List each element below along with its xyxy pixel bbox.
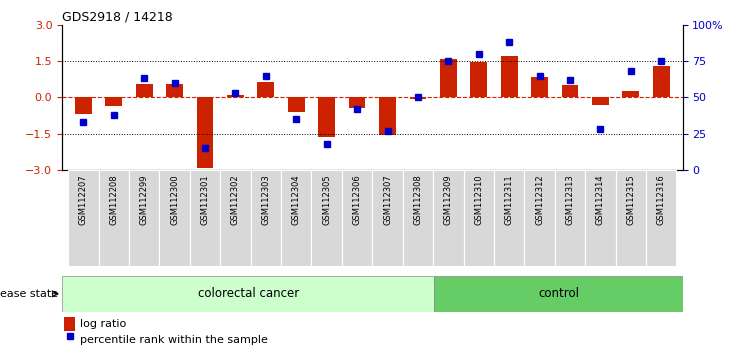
Text: GSM112304: GSM112304	[292, 175, 301, 225]
FancyBboxPatch shape	[281, 170, 312, 266]
Bar	[227, 95, 244, 97]
Bar	[379, 97, 396, 135]
FancyBboxPatch shape	[403, 170, 433, 266]
FancyBboxPatch shape	[220, 170, 250, 266]
Bar	[531, 77, 548, 97]
FancyBboxPatch shape	[646, 170, 677, 266]
Bar	[592, 97, 609, 104]
Bar	[75, 97, 92, 114]
Text: disease state: disease state	[0, 289, 58, 299]
Bar	[166, 84, 183, 97]
FancyBboxPatch shape	[615, 170, 646, 266]
FancyBboxPatch shape	[68, 170, 99, 266]
Bar	[64, 317, 75, 331]
Text: GSM112207: GSM112207	[79, 175, 88, 225]
FancyBboxPatch shape	[372, 170, 403, 266]
Bar	[196, 97, 213, 167]
FancyBboxPatch shape	[129, 170, 159, 266]
FancyBboxPatch shape	[524, 170, 555, 266]
FancyBboxPatch shape	[555, 170, 585, 266]
Text: log ratio: log ratio	[80, 319, 126, 329]
Text: GSM112310: GSM112310	[474, 175, 483, 225]
Text: GSM112302: GSM112302	[231, 175, 240, 225]
Text: GSM112208: GSM112208	[110, 175, 118, 225]
Text: GSM112301: GSM112301	[201, 175, 210, 225]
FancyBboxPatch shape	[159, 170, 190, 266]
FancyBboxPatch shape	[585, 170, 615, 266]
Text: GSM112306: GSM112306	[353, 175, 361, 225]
Bar	[288, 97, 304, 112]
FancyBboxPatch shape	[433, 170, 464, 266]
Bar	[410, 97, 426, 98]
Text: GSM112313: GSM112313	[566, 175, 575, 225]
Bar	[136, 84, 153, 97]
Text: GSM112308: GSM112308	[413, 175, 423, 225]
Bar	[501, 56, 518, 97]
Bar	[258, 82, 274, 97]
Bar	[470, 62, 487, 97]
Bar	[440, 59, 457, 97]
Bar	[434, 276, 683, 312]
Bar	[318, 97, 335, 137]
Text: GSM112299: GSM112299	[139, 175, 149, 225]
FancyBboxPatch shape	[99, 170, 129, 266]
FancyBboxPatch shape	[250, 170, 281, 266]
FancyBboxPatch shape	[190, 170, 220, 266]
Bar	[105, 97, 122, 106]
Text: percentile rank within the sample: percentile rank within the sample	[80, 335, 268, 345]
Text: GSM112311: GSM112311	[504, 175, 514, 225]
Bar	[561, 85, 578, 97]
Text: GSM112305: GSM112305	[322, 175, 331, 225]
FancyBboxPatch shape	[342, 170, 372, 266]
Text: colorectal cancer: colorectal cancer	[198, 287, 299, 300]
Text: GSM112309: GSM112309	[444, 175, 453, 225]
Text: GSM112312: GSM112312	[535, 175, 544, 225]
Bar	[349, 97, 366, 108]
Text: GSM112315: GSM112315	[626, 175, 635, 225]
Text: control: control	[538, 287, 579, 300]
Text: GSM112307: GSM112307	[383, 175, 392, 225]
FancyBboxPatch shape	[494, 170, 524, 266]
Text: GSM112300: GSM112300	[170, 175, 179, 225]
FancyBboxPatch shape	[464, 170, 494, 266]
FancyBboxPatch shape	[312, 170, 342, 266]
Bar	[62, 276, 434, 312]
Text: GSM112303: GSM112303	[261, 175, 270, 225]
Bar	[653, 66, 669, 97]
Text: GSM112314: GSM112314	[596, 175, 605, 225]
Text: GDS2918 / 14218: GDS2918 / 14218	[62, 10, 173, 23]
Text: GSM112316: GSM112316	[657, 175, 666, 225]
Bar	[623, 91, 639, 97]
